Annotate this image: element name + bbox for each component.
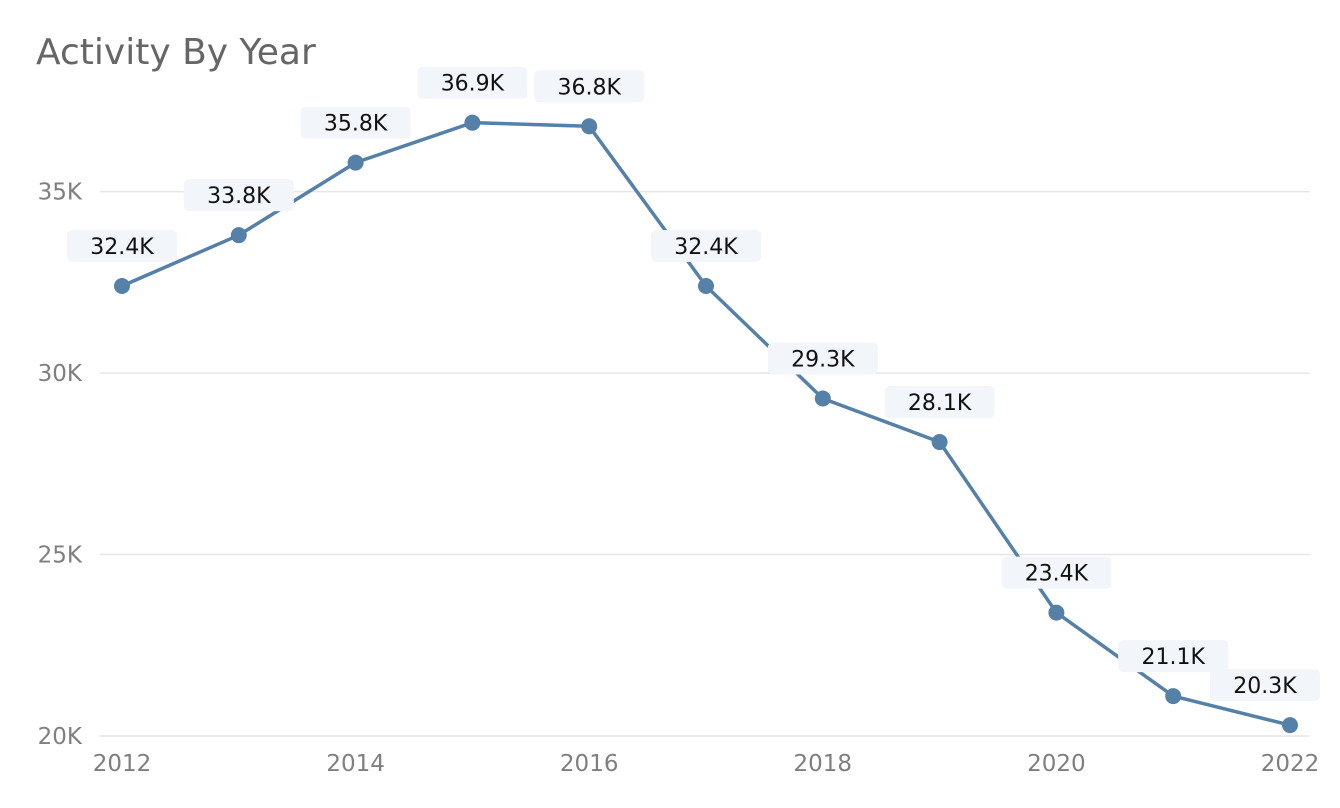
data-label: 23.4K (1025, 562, 1089, 587)
data-point (1282, 717, 1298, 734)
y-tick-label: 30K (38, 361, 83, 387)
data-label-bg (884, 386, 995, 419)
data-point (114, 277, 130, 294)
data-point (814, 390, 831, 407)
data-point (464, 114, 481, 131)
x-tick-label: 2022 (1261, 751, 1320, 777)
data-point (347, 154, 364, 171)
data-label: 28.1K (908, 391, 972, 416)
y-tick-label: 25K (38, 543, 83, 569)
data-label-bg (1001, 556, 1112, 589)
data-point (931, 434, 948, 451)
data-label: 32.4K (674, 235, 738, 260)
data-label-bg (534, 70, 645, 103)
data-label-bg (1118, 640, 1229, 673)
y-axis-ticks: 20K 25K 30K 35K (38, 180, 83, 750)
series-line-path (120, 120, 1292, 727)
series-line (120, 120, 1292, 727)
data-point (581, 118, 598, 135)
data-label: 32.4K (90, 235, 154, 260)
x-axis-ticks: 2012 2014 2016 2018 2020 2022 (93, 751, 1320, 777)
data-point (698, 277, 714, 294)
data-label-bg (183, 179, 294, 212)
data-label-bg (651, 229, 761, 262)
data-label-bg (1210, 669, 1320, 702)
data-labels: 32.4K 33.8K 35.8K 36.9K 36.8K 32.4K 29.3K 28.1K… (67, 66, 1320, 702)
data-label-bg (767, 342, 878, 375)
x-tick-label: 2018 (794, 751, 853, 777)
data-label: 20.3K (1233, 674, 1297, 699)
data-label: 29.3K (791, 347, 855, 372)
y-tick-label: 20K (38, 724, 83, 750)
x-tick-label: 2020 (1027, 751, 1086, 777)
gridlines (100, 190, 1310, 737)
data-label-bg (67, 229, 177, 262)
data-label: 33.8K (207, 184, 271, 209)
data-label-bg (300, 106, 411, 139)
data-points (114, 114, 1298, 734)
data-label: 35.8K (324, 112, 388, 137)
data-label: 36.9K (441, 72, 505, 97)
x-tick-label: 2016 (560, 751, 619, 777)
data-point (1165, 688, 1182, 705)
x-tick-label: 2012 (93, 751, 152, 777)
data-point (230, 227, 247, 244)
chart-title: Activity By Year (36, 32, 316, 73)
data-label: 36.8K (557, 75, 621, 100)
data-label-bg (417, 66, 528, 99)
y-tick-label: 35K (38, 180, 83, 206)
data-label: 21.1K (1141, 645, 1205, 670)
data-point (1048, 604, 1065, 621)
x-tick-label: 2014 (326, 751, 385, 777)
